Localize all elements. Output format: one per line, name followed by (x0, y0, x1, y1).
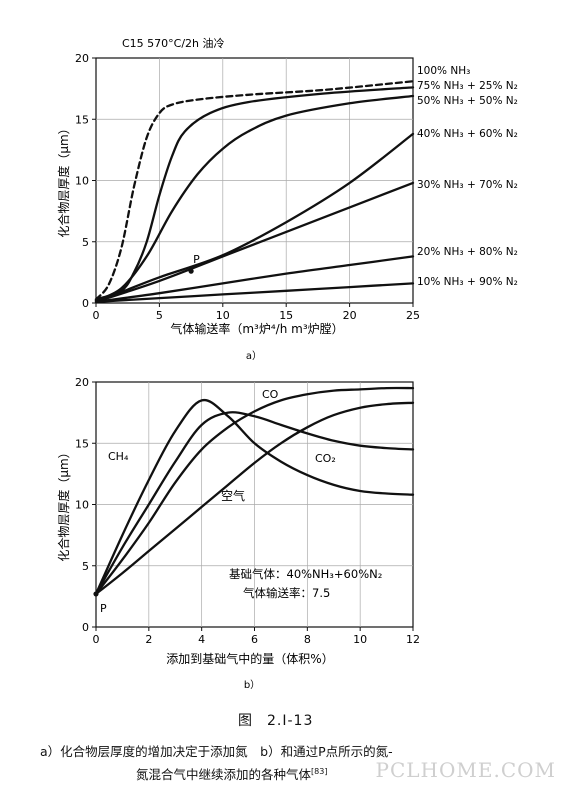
b-y-tick-label: 20 (75, 376, 89, 389)
chart-b-x-axis-label: 添加到基础气中的量（体积%） (166, 651, 333, 666)
chart-b-series (93, 386, 415, 597)
a-x-tick-label: 25 (406, 309, 420, 322)
b-y-tick-label: 15 (75, 437, 89, 450)
b-x-tick-label: 4 (198, 633, 205, 646)
a-x-tick-label: 20 (343, 309, 357, 322)
figure-title-word: 图 (238, 713, 253, 729)
a-series-label-1: 100% NH₃ (417, 65, 470, 77)
b-point-p-marker (93, 591, 99, 597)
a-series-label-5: 30% NH₃ + 70% N₂ (417, 179, 518, 191)
chart-b-y-axis-label: 化合物层厚度（μm） (56, 446, 71, 561)
b-series-line-2 (94, 386, 415, 596)
a-y-tick-label: 20 (75, 52, 89, 65)
b-series-line-1 (94, 398, 415, 596)
a-y-tick-label: 15 (75, 113, 89, 126)
a-series-label-2: 75% NH₃ + 25% N₂ (417, 80, 518, 92)
a-series-label-4: 40% NH₃ + 60% N₂ (417, 128, 518, 140)
chart-a-x-axis-label: 气体输送率（m³炉⁴/h m³炉膛） (170, 321, 343, 336)
a-series-line-3 (94, 94, 415, 302)
chart-b-panel-label: b） (244, 679, 260, 691)
b-y-tick-label: 0 (82, 621, 89, 634)
a-series-label-6: 20% NH₃ + 80% N₂ (417, 246, 518, 258)
b-series-label-1: CH₄ (108, 450, 129, 463)
b-x-tick-label: 6 (251, 633, 258, 646)
b-x-tick-label: 8 (304, 633, 311, 646)
a-series-label-3: 50% NH₃ + 50% N₂ (417, 95, 518, 107)
a-series-line-5 (94, 181, 415, 303)
a-x-tick-label: 5 (156, 309, 163, 322)
figure-caption-line-2: 氮混合气中继续添加的各种气体 (136, 767, 312, 782)
figure-reference: [83] (311, 766, 328, 776)
a-y-tick-label: 5 (82, 236, 89, 249)
a-x-tick-label: 10 (216, 309, 230, 322)
chart-a-title: C15 570°C/2h 油冷 (122, 36, 225, 50)
b-series-line-3 (94, 411, 415, 596)
b-series-line-4 (94, 401, 415, 596)
chart-b-annotation-line-1: 基础气体：40%NH₃+60%N₂ (229, 567, 382, 581)
a-series-line-1 (94, 80, 415, 301)
a-point-p-marker (188, 268, 194, 274)
a-series-line-7 (94, 282, 415, 303)
b-x-tick-label: 2 (145, 633, 152, 646)
a-series-line-4 (94, 132, 415, 302)
chart-a-gridlines (96, 58, 413, 303)
a-series-line-6 (94, 255, 415, 303)
b-y-tick-label: 5 (82, 560, 89, 573)
b-series-label-2: CO (262, 388, 279, 401)
b-series-label-3: CO₂ (315, 452, 336, 465)
chart-b-annotation-line-2: 气体输送率：7.5 (243, 586, 330, 600)
chart-a-ticks: 0 5 10 15 20 25 0 5 10 15 20 (75, 52, 420, 322)
a-y-tick-label: 0 (82, 297, 89, 310)
b-point-p-label: P (100, 602, 107, 615)
a-series-label-7: 10% NH₃ + 90% N₂ (417, 276, 518, 288)
a-x-tick-label: 15 (279, 309, 293, 322)
chart-a-y-axis-label: 化合物层厚度（μm） (56, 122, 71, 237)
figure-number: 2.I-13 (267, 713, 314, 729)
figure-title: 图 2.I-13 (238, 710, 313, 730)
watermark: PCLHOME.COM (375, 758, 556, 782)
chart-a-series (94, 80, 415, 303)
b-x-tick-label: 12 (406, 633, 420, 646)
chart-a: C15 570°C/2h 油冷 0 5 10 15 20 25 0 5 10 15 20 100% … (56, 36, 518, 362)
chart-a-series-labels: 100% NH₃ 75% NH₃ + 25% N₂ 50% NH₃ + 50% N₂… (193, 65, 518, 288)
figure-caption-line-1: a）化合物层厚度的增加决定于添加氮 b）和通过P点所示的氮- (40, 744, 393, 759)
a-y-tick-label: 10 (75, 175, 89, 188)
chart-b-series-labels: CH₄ CO CO₂ 空气 P (100, 388, 336, 615)
a-point-p-label: P (193, 253, 200, 266)
a-x-tick-label: 0 (93, 309, 100, 322)
chart-a-panel-label: a） (246, 350, 262, 362)
b-series-label-4: 空气 (221, 488, 245, 503)
b-x-tick-label: 0 (93, 633, 100, 646)
b-x-tick-label: 10 (353, 633, 367, 646)
b-y-tick-label: 10 (75, 499, 89, 512)
chart-b-ticks: 0 2 4 6 8 10 12 0 5 10 15 20 (75, 376, 420, 646)
chart-b: 0 2 4 6 8 10 12 0 5 10 15 20 CH₄ CO CO₂ 空气 P 基础气体：40%NH… (56, 376, 420, 691)
figure-caption-line-2-wrap: 氮混合气中继续添加的各种气体[83] (136, 764, 327, 783)
